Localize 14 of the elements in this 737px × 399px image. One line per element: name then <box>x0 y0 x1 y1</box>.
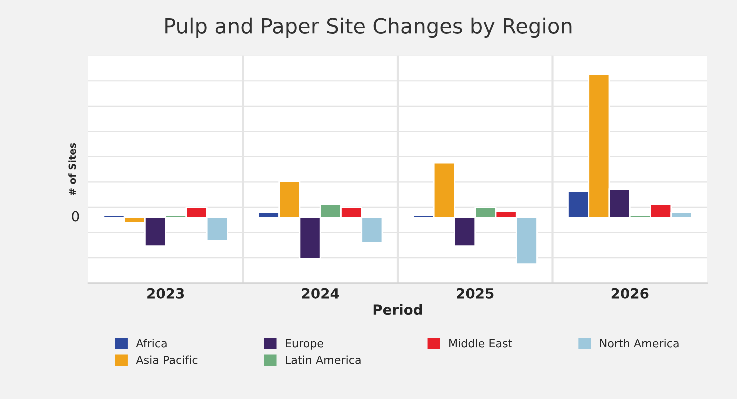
text: 0 <box>72 211 80 222</box>
chart-title: Pulp and Paper Site Changes by Region <box>166 18 572 38</box>
legend-label: Latin America <box>286 356 361 364</box>
y-axis-title: # of Sites <box>68 143 76 196</box>
legend-label: Middle East <box>450 339 512 348</box>
x-tick-label: 2025 <box>457 288 494 299</box>
x-tick-label: 2023 <box>148 288 184 299</box>
legend-label: Europe <box>286 339 324 350</box>
legend-label: Asia Pacific <box>136 356 198 364</box>
legend-label: Africa <box>136 339 167 348</box>
x-tick-label: 2024 <box>302 288 340 299</box>
legend-label: North America <box>600 339 679 348</box>
x-axis-title: Period <box>374 304 422 316</box>
x-tick-label: 2026 <box>612 288 649 299</box>
